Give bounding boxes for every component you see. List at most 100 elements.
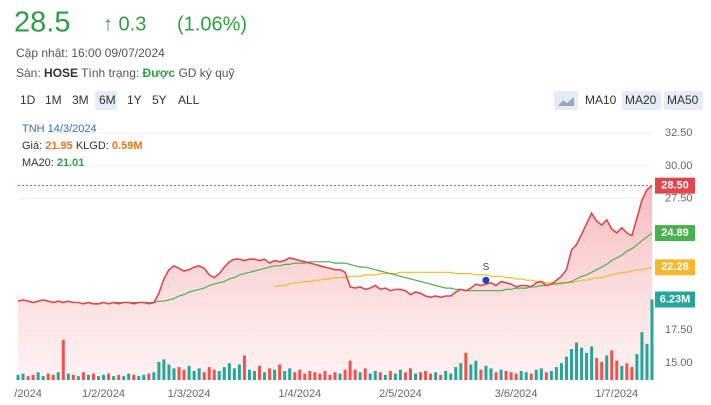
volume-bar [494, 372, 498, 380]
signal-marker [482, 276, 490, 284]
volume-bar [207, 367, 211, 380]
range-button[interactable]: 1D [20, 93, 36, 107]
volume-bar [554, 367, 558, 380]
volume-bar [76, 376, 80, 380]
volume-bar [585, 352, 589, 380]
volume-bar [620, 365, 624, 380]
tooltip-line: Giá: 21.95 KLGD: 0.59M [22, 140, 143, 152]
volume-bar [61, 339, 65, 380]
chart: 32.50 30.00 27.50 17.50 15.00/2024 1/2/2024 1/… [14, 127, 695, 400]
volume-bar [534, 369, 538, 380]
volume-bar [26, 376, 30, 380]
volume-bar [298, 369, 302, 380]
label: Sàn: [16, 66, 41, 80]
volume-bar [343, 369, 347, 380]
volume-bar [408, 368, 412, 380]
volume-bar [539, 368, 543, 380]
y-tick-label: 17.50 [665, 324, 693, 336]
volume-bar [504, 370, 508, 380]
volume-bar [414, 373, 418, 380]
series-line [17, 185, 653, 305]
volume-bar [338, 373, 342, 380]
volume-bar [323, 370, 327, 380]
volume-bar [529, 373, 533, 380]
chart-style-button[interactable] [554, 91, 578, 110]
volume-bar [650, 299, 654, 380]
volume-bar [549, 370, 553, 380]
volume-bar [142, 374, 146, 380]
value: 0.59M [112, 140, 143, 152]
volume-bar [278, 364, 282, 380]
volume-bar [373, 370, 377, 380]
volume-bar [288, 368, 292, 380]
volume-bar [575, 342, 579, 380]
volume-bar [590, 346, 594, 380]
volume-bar [247, 369, 251, 380]
volume-bar [630, 367, 634, 380]
volume-bar [368, 373, 372, 380]
last-value-box [655, 291, 695, 308]
exchange: HOSE [44, 66, 78, 80]
volume-bar [393, 373, 397, 380]
volume-bar [469, 364, 473, 380]
volume-bar [429, 373, 433, 380]
x-tick-label: 1/7/2024 [595, 388, 638, 400]
volume-bar [31, 374, 35, 380]
volume-bar [16, 374, 20, 380]
volume-bar [21, 373, 25, 380]
range-button[interactable]: 1M [45, 93, 62, 107]
meta-line: Sàn: HOSE Tình trạng: Được GD ký quỹ [16, 66, 234, 80]
volume-bar [86, 374, 90, 380]
signal-label: S [483, 262, 490, 273]
volume-bar [474, 360, 478, 380]
value: 21.01 [57, 157, 85, 169]
volume-bar [544, 372, 548, 380]
volume-bar [640, 332, 644, 380]
x-tick-label: 1/3/2024 [168, 388, 211, 400]
range-button[interactable]: ALL [178, 93, 200, 107]
volume-bar [303, 373, 307, 380]
volume-bar [212, 369, 216, 380]
volume-bar [202, 372, 206, 380]
volume-bar [348, 360, 352, 380]
volume-bar [152, 372, 156, 380]
x-tick-label: /2024 [14, 388, 42, 400]
range-button[interactable]: 6M [99, 93, 116, 107]
volume-bar [177, 367, 181, 380]
volume-bar [66, 373, 70, 380]
volume-bar [388, 370, 392, 380]
volume-bar [625, 363, 629, 380]
label: MA20: [22, 157, 54, 169]
indicator-button[interactable]: MA20 [625, 93, 657, 107]
volume-bar [328, 374, 332, 380]
indicator-button[interactable]: MA50 [667, 93, 699, 107]
volume-bar [564, 356, 568, 380]
price: 28.5 [14, 7, 70, 39]
volume-bar [378, 372, 382, 380]
change-pct: (1.06%) [177, 13, 247, 35]
volume-bar [263, 372, 267, 380]
range-button[interactable]: 5Y [152, 93, 167, 107]
volume-bar [403, 372, 407, 380]
volume-bar [102, 374, 106, 380]
x-tick-label: 2/5/2024 [379, 388, 422, 400]
last-value-box [655, 177, 695, 194]
volume-bar [192, 370, 196, 380]
y-tick-label: 32.50 [665, 127, 693, 139]
indicator-button-bg [622, 91, 661, 110]
volume-bar [489, 368, 493, 380]
range-button[interactable]: 3M [72, 93, 89, 107]
last-value-box [655, 259, 695, 276]
label: Tình trạng: [81, 66, 139, 80]
range-button[interactable]: 1Y [127, 93, 142, 107]
volume-bar [157, 361, 161, 380]
volume-bar [36, 372, 40, 380]
volume-bar [580, 347, 584, 380]
volume-bar [615, 360, 619, 380]
volume-bar [635, 354, 639, 380]
indicator-button[interactable]: MA10 [585, 93, 617, 107]
label: KLGD: [76, 140, 109, 152]
tooltip-title: TNH 14/3/2024 [22, 123, 97, 135]
volume-bar [122, 376, 126, 380]
